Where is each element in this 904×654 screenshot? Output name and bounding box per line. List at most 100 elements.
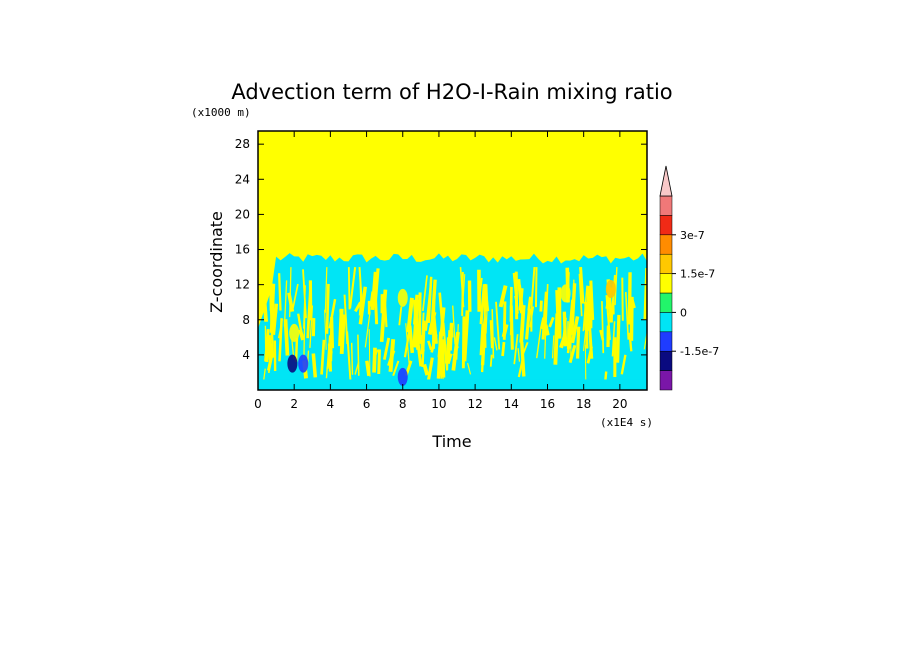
feature-mark — [397, 367, 408, 386]
streak — [373, 268, 380, 306]
streak — [481, 301, 488, 340]
streak — [294, 337, 299, 362]
y-axis-label: Z-coordinate — [207, 211, 226, 313]
streak — [578, 273, 583, 317]
streak — [325, 283, 330, 334]
colorbar-arrow — [659, 165, 673, 197]
x-tick-label: 4 — [327, 397, 335, 411]
colorbar-segment — [659, 195, 673, 216]
streak — [624, 291, 630, 340]
x-tick-label: 18 — [576, 397, 591, 411]
streak — [530, 267, 536, 308]
x-unit-label: (x1E4 s) — [600, 416, 653, 429]
streak — [324, 267, 328, 313]
x-tick-label: 10 — [431, 397, 446, 411]
x-tick-label: 16 — [540, 397, 555, 411]
streak — [520, 341, 526, 377]
streak — [298, 329, 305, 341]
streak — [479, 285, 486, 325]
streak — [517, 284, 525, 316]
streak — [426, 357, 434, 381]
x-tick-label: 12 — [467, 397, 482, 411]
streak — [480, 339, 486, 366]
streak — [614, 267, 618, 306]
colorbar: 3e-7 1.5e-7 0 -1.5e-7 — [659, 165, 719, 391]
streak — [338, 308, 344, 347]
colorbar-segment — [659, 370, 673, 391]
streak — [485, 306, 488, 334]
y-tick-label: 12 — [235, 278, 250, 292]
streak — [535, 328, 542, 359]
streak — [325, 335, 331, 379]
streak — [349, 266, 357, 309]
x-tick-label: 0 — [254, 397, 262, 411]
streak — [627, 272, 632, 325]
streak — [377, 349, 381, 375]
streak — [424, 284, 432, 331]
streak — [283, 319, 290, 356]
colorbar-segment — [659, 273, 673, 294]
streak — [447, 330, 452, 361]
streak — [517, 348, 521, 362]
streak — [555, 290, 560, 333]
streak — [566, 299, 575, 349]
streak — [513, 334, 519, 365]
streak — [278, 273, 282, 311]
streak — [416, 340, 423, 367]
streak — [309, 305, 314, 349]
streak — [517, 359, 524, 378]
bottom-band — [258, 379, 647, 390]
streak — [292, 283, 299, 309]
near-zero-band — [258, 253, 647, 390]
feature-mark — [287, 354, 298, 373]
streak — [387, 349, 396, 367]
streak — [364, 311, 371, 348]
streak — [509, 286, 513, 322]
streak — [357, 334, 360, 376]
y-axis: 4 8 12 16 20 24 28 — [235, 137, 647, 362]
x-tick-label: 2 — [290, 397, 298, 411]
y-tick-label: 8 — [242, 313, 250, 327]
feature-mark — [289, 323, 300, 342]
plot-frame — [257, 130, 648, 391]
streak — [264, 334, 272, 363]
streak — [493, 337, 498, 351]
streak — [346, 331, 352, 382]
streak — [501, 341, 506, 357]
streak — [604, 371, 608, 381]
streak — [483, 298, 487, 348]
streak — [268, 343, 273, 374]
feature-mark — [298, 354, 309, 373]
streak — [374, 299, 379, 325]
streak — [582, 285, 588, 332]
colorbar-segment — [659, 312, 673, 333]
feature-marks — [287, 280, 616, 386]
streak — [417, 292, 422, 344]
streak — [605, 295, 611, 340]
streak — [551, 335, 555, 359]
streak — [544, 320, 547, 359]
streak — [263, 368, 266, 381]
streak — [372, 347, 377, 373]
streak — [610, 274, 617, 321]
chart-title: Advection term of H2O-I-Rain mixing rati… — [231, 80, 672, 104]
streak — [525, 308, 531, 340]
streak — [502, 301, 507, 340]
colorbar-label: -1.5e-7 — [680, 345, 719, 358]
x-tick-label: 6 — [363, 397, 371, 411]
streak — [570, 319, 573, 357]
streak — [324, 309, 327, 350]
streak — [327, 343, 333, 372]
streak — [582, 304, 589, 352]
streak — [579, 266, 585, 304]
streak — [548, 316, 555, 328]
streak — [330, 316, 335, 349]
streak — [420, 312, 425, 355]
streak — [262, 299, 268, 322]
y-tick-label: 4 — [242, 348, 250, 362]
feature-mark — [560, 284, 571, 303]
streak — [403, 327, 412, 358]
streak — [498, 285, 508, 308]
y-tick-label: 24 — [235, 172, 250, 186]
streak — [495, 301, 501, 350]
